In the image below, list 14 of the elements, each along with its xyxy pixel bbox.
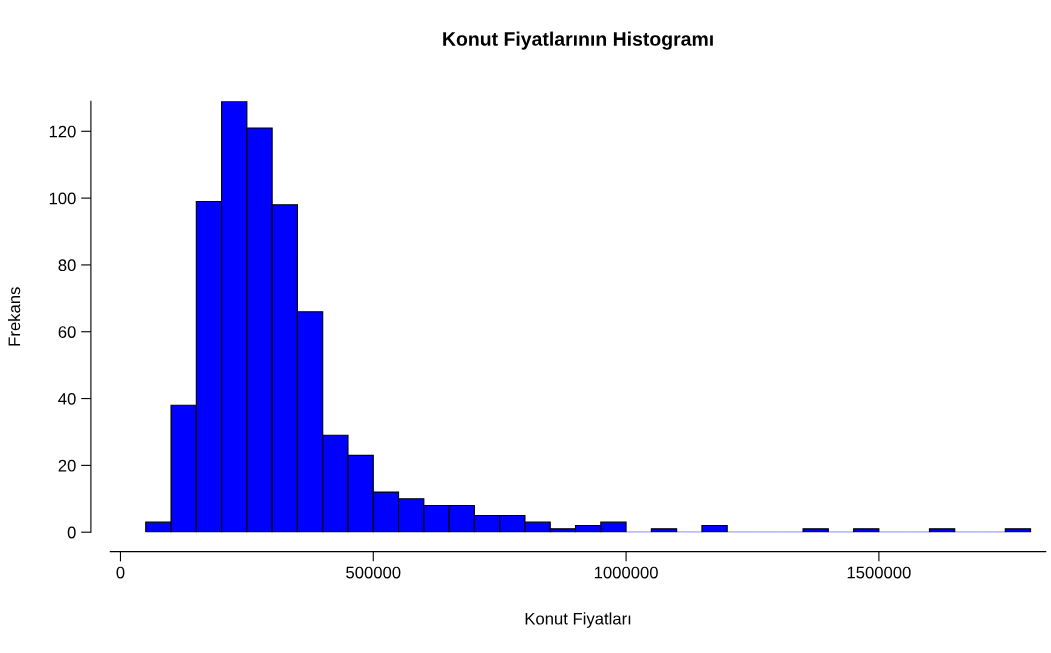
x-tick-label: 1000000 (594, 566, 658, 579)
y-tick-label: 40 (58, 392, 76, 405)
chart-title: Konut Fiyatlarının Histogramı (443, 31, 713, 50)
y-tick-label: 120 (49, 125, 76, 138)
y-tick-label: 0 (67, 526, 76, 539)
y-tick-label: 60 (58, 326, 76, 338)
x-tick-label: 0 (116, 566, 125, 579)
y-axis-title: Frekans (7, 287, 21, 346)
x-tick-label: 1500000 (847, 566, 911, 579)
y-tick-label: 20 (58, 459, 76, 472)
y-tick-label: 100 (49, 192, 76, 205)
x-axis-title: Konut Fiyatları (525, 612, 631, 628)
y-tick-label: 80 (58, 259, 76, 272)
x-tick-label: 500000 (346, 566, 401, 579)
